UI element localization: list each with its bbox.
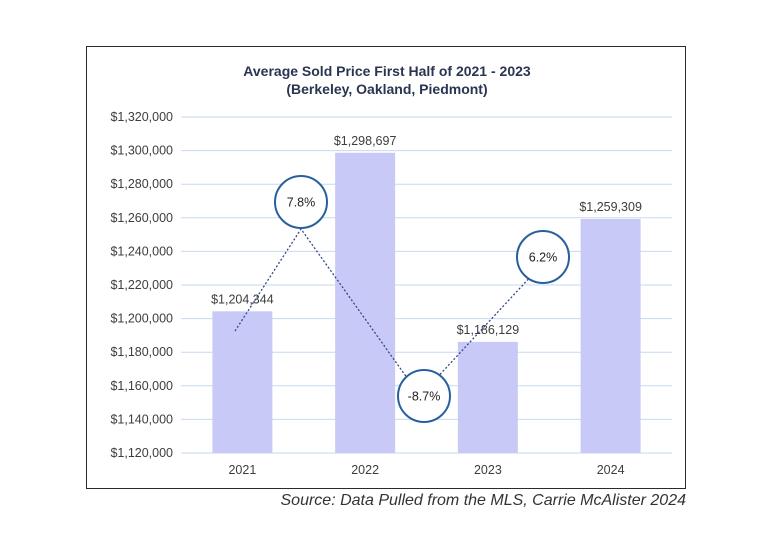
bar-value-label: $1,204,344 (211, 292, 274, 306)
x-tick-label: 2024 (597, 463, 625, 477)
x-tick-label: 2022 (351, 463, 379, 477)
x-tick-label: 2021 (228, 463, 256, 477)
bars (212, 152, 641, 453)
trend-line (234, 227, 547, 398)
chart-frame: Average Sold Price First Half of 2021 - … (86, 46, 686, 489)
bar (335, 152, 396, 453)
change-label: -8.7% (408, 390, 441, 404)
chart-title: Average Sold Price First Half of 2021 - … (243, 63, 531, 79)
source-note: Source: Data Pulled from the MLS, Carrie… (280, 492, 687, 509)
bar-value-label: $1,186,129 (457, 323, 520, 337)
x-axis-ticks: 2021 2022 2023 2024 (228, 463, 624, 477)
change-bubble (516, 230, 570, 284)
bar-value-label: $1,259,309 (579, 200, 642, 214)
bar (457, 341, 518, 453)
bar (212, 311, 273, 453)
y-tick-label: $1,200,000 (110, 312, 173, 326)
bar-value-labels: $1,204,344 $1,298,697 $1,186,129 $1,259,309 (211, 134, 642, 337)
bar-value-label: $1,298,697 (334, 134, 397, 148)
y-tick-label: $1,320,000 (110, 110, 173, 124)
y-tick-label: $1,140,000 (110, 412, 173, 426)
bar-chart: Average Sold Price First Half of 2021 - … (110, 63, 672, 477)
x-tick-label: 2023 (474, 463, 502, 477)
bar (580, 218, 641, 453)
y-tick-label: $1,180,000 (110, 345, 173, 359)
y-axis-ticks: $1,120,000 $1,140,000 $1,160,000 $1,180,000… (110, 110, 173, 460)
chart-subtitle: (Berkeley, Oakland, Piedmont) (286, 81, 487, 97)
change-label: 7.8% (287, 196, 316, 210)
y-tick-label: $1,280,000 (110, 177, 173, 191)
y-tick-label: $1,120,000 (110, 446, 173, 460)
y-tick-label: $1,260,000 (110, 211, 173, 225)
y-tick-label: $1,160,000 (110, 379, 173, 393)
change-bubble (274, 175, 328, 229)
y-tick-label: $1,220,000 (110, 278, 173, 292)
change-bubble (397, 369, 451, 423)
change-trend: 7.8% -8.7% 6.2% (234, 175, 570, 423)
change-label: 6.2% (529, 251, 558, 265)
y-tick-label: $1,300,000 (110, 144, 173, 158)
y-tick-label: $1,240,000 (110, 244, 173, 258)
